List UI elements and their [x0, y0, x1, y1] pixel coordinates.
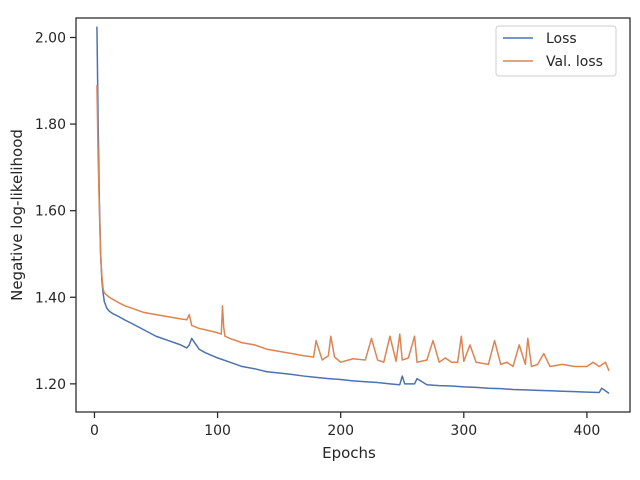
- x-axis-ticks: 0 100 200 300 400: [90, 412, 600, 439]
- x-tick-label: 300: [450, 423, 477, 439]
- x-tick-label: 200: [327, 423, 354, 439]
- x-axis-label: Epochs: [322, 444, 376, 462]
- legend-label-loss: Loss: [546, 31, 577, 47]
- y-tick-label: 1.20: [35, 377, 66, 393]
- y-axis-ticks: 1.20 1.40 1.60 1.80 2.00: [35, 30, 76, 393]
- x-tick-label: 0: [90, 423, 99, 439]
- y-tick-label: 1.60: [35, 204, 66, 220]
- legend-label-val-loss: Val. loss: [546, 54, 603, 70]
- legend: Loss Val. loss: [495, 25, 617, 77]
- plot-lines: [96, 26, 610, 394]
- plot-frame: [75, 17, 631, 413]
- x-tick-label: 400: [574, 423, 601, 439]
- series-line-val-loss: [96, 85, 610, 372]
- y-tick-label: 1.40: [35, 290, 66, 306]
- y-tick-label: 1.80: [35, 117, 66, 133]
- y-axis-label: Negative log-likelihood: [8, 129, 26, 301]
- y-tick-label: 2.00: [35, 30, 66, 46]
- series-line-loss: [96, 26, 610, 394]
- x-tick-label: 100: [204, 423, 231, 439]
